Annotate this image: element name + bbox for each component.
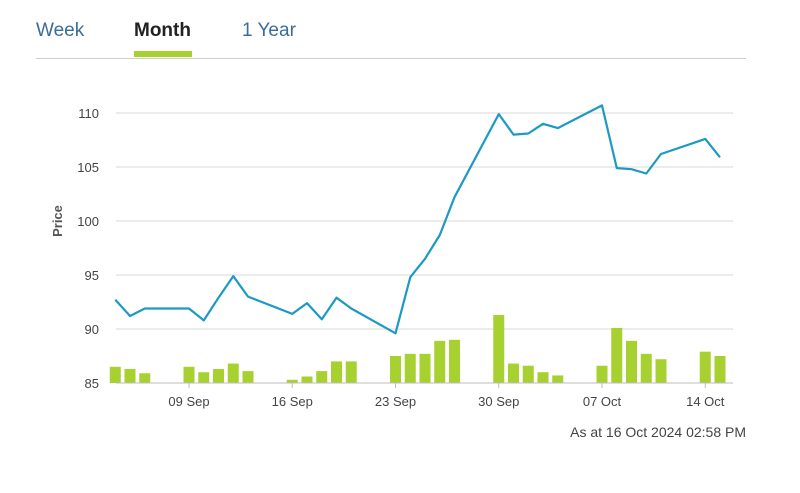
volume-bar xyxy=(404,353,416,383)
y-tick-label: 105 xyxy=(77,160,99,175)
axes: 85 90 95 100 105 110 09 Sep 16 Sep 23 Sep 30 Sep 0… xyxy=(77,106,733,409)
y-tick-label: 90 xyxy=(85,322,99,337)
volume-bar xyxy=(198,372,210,383)
volume-bar xyxy=(124,368,136,383)
bar-series xyxy=(109,314,726,383)
y-axis-label: Price xyxy=(50,205,65,237)
active-tab-indicator xyxy=(134,51,192,57)
volume-bar xyxy=(596,365,608,383)
line-series xyxy=(114,104,721,335)
tab-week[interactable]: Week xyxy=(36,20,85,41)
volume-bar xyxy=(714,356,726,383)
volume-bar xyxy=(640,353,652,383)
volume-bar xyxy=(655,359,667,383)
volume-bar xyxy=(508,363,519,383)
price-line xyxy=(114,104,721,335)
volume-bar xyxy=(183,366,195,383)
price-chart: 85 90 95 100 105 110 09 Sep 16 Sep 23 Sep 30 Sep 0… xyxy=(50,104,733,409)
volume-bar xyxy=(626,340,637,383)
timestamp: As at 16 Oct 2024 02:58 PM xyxy=(570,424,746,440)
volume-bar xyxy=(537,372,549,383)
tab-1-year[interactable]: 1 Year xyxy=(242,20,296,41)
volume-bar xyxy=(227,363,239,383)
volume-bar xyxy=(390,356,401,383)
x-tick-label: 16 Sep xyxy=(272,394,313,409)
x-tick-label: 09 Sep xyxy=(168,394,209,409)
volume-bar xyxy=(449,339,460,383)
x-tick-label: 14 Oct xyxy=(686,394,725,409)
volume-bar xyxy=(522,365,534,383)
volume-bar xyxy=(552,375,564,383)
volume-bar xyxy=(434,340,446,383)
volume-bar xyxy=(213,368,224,383)
x-tick-label: 30 Sep xyxy=(478,394,519,409)
volume-bar xyxy=(493,314,505,383)
volume-bar xyxy=(301,376,313,383)
x-tick-label: 07 Oct xyxy=(583,394,622,409)
volume-bar xyxy=(242,371,254,383)
volume-bar xyxy=(345,361,357,383)
y-tick-label: 100 xyxy=(77,214,99,229)
volume-bar xyxy=(611,327,623,383)
y-tick-label: 85 xyxy=(85,376,99,391)
volume-bar xyxy=(331,361,342,383)
volume-bar xyxy=(109,366,121,383)
volume-bar xyxy=(699,351,711,383)
grid-lines xyxy=(116,112,733,330)
volume-bar xyxy=(139,373,151,383)
y-tick-label: 95 xyxy=(85,268,99,283)
y-tick-label: 110 xyxy=(78,106,99,121)
range-tabs: Week Month 1 Year xyxy=(36,0,746,59)
volume-bar xyxy=(286,379,298,383)
volume-bar xyxy=(419,353,431,383)
tab-month[interactable]: Month xyxy=(134,20,191,41)
x-tick-label: 23 Sep xyxy=(375,394,416,409)
volume-bar xyxy=(316,371,328,383)
